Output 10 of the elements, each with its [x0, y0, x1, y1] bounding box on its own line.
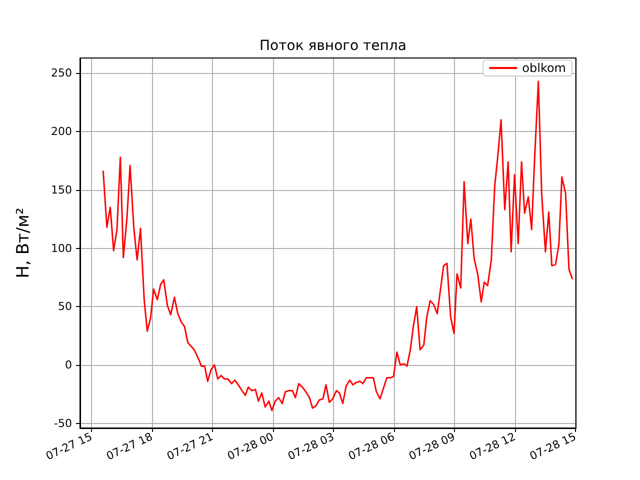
y-tick-label: -50	[54, 416, 72, 430]
y-tick-label: 100	[51, 242, 72, 255]
y-tick-label: 50	[58, 300, 72, 314]
chart-title: Поток явного тепла	[260, 38, 406, 54]
y-tick-label: 250	[51, 66, 72, 80]
y-axis-title: H, Вт/м²	[14, 208, 34, 278]
y-tick-label: 0	[65, 358, 72, 372]
y-tick-label: 200	[51, 125, 72, 138]
legend-label: oblkom	[522, 61, 566, 75]
y-tick-label: 150	[51, 183, 72, 196]
